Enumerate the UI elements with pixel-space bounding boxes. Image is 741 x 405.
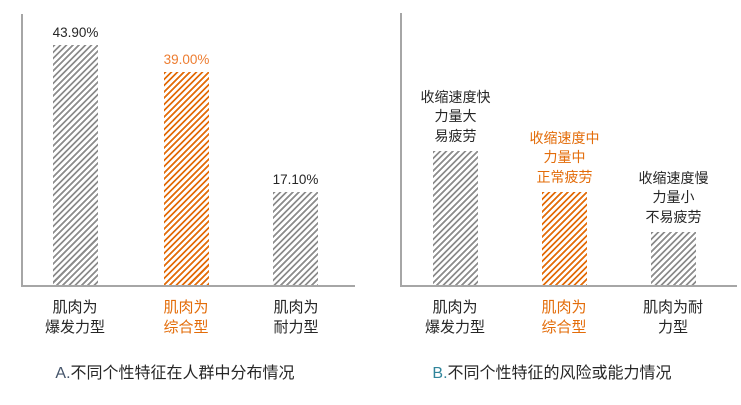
chart-b-annotation-combined: 收缩速度中 力量中 正常疲劳 (529, 129, 600, 185)
chart-a-x-axis (21, 285, 355, 287)
chart-a-bar-group-combined: 39.00% (164, 52, 209, 285)
chart-b-y-axis (400, 13, 402, 286)
chart-a-value-label-explosive: 43.90% (52, 25, 99, 40)
chart-b-bar-endurance (651, 232, 696, 285)
chart-a-value-label-endurance: 17.10% (272, 172, 319, 187)
chart-a-bar-group-explosive: 43.90% (53, 25, 98, 285)
chart-b-bar-group-combined: 收缩速度中 力量中 正常疲劳 (530, 129, 600, 285)
chart-b-x-axis (400, 285, 737, 287)
chart-a-value-label-combined: 39.00% (163, 52, 210, 67)
chart-a-caption: A.不同个性特征在人群中分布情况 (25, 364, 325, 384)
chart-a-category-combined: 肌肉为 综合型 (163, 299, 209, 336)
chart-a-caption-text: 不同个性特征在人群中分布情况 (70, 365, 295, 382)
chart-b-bar-group-explosive: 收缩速度快 力量大 易疲劳 (421, 88, 491, 285)
chart-b-category-explosive: 肌肉为 爆发力型 (424, 299, 485, 336)
chart-a-category-explosive: 肌肉为 爆发力型 (44, 299, 105, 336)
chart-b-caption: B.不同个性特征的风险或能力情况 (402, 364, 702, 384)
chart-b-annotation-explosive: 收缩速度快 力量大 易疲劳 (420, 88, 491, 144)
chart-a-caption-prefix: A. (55, 365, 71, 382)
chart-a-bar-group-endurance: 17.10% (273, 172, 318, 285)
chart-a-bar-combined (164, 72, 209, 285)
chart-a-bar-endurance (273, 192, 318, 285)
chart-b-category-endurance: 肌肉为耐 力型 (642, 299, 703, 336)
chart-b-bar-group-endurance: 收缩速度慢 力量小 不易疲劳 (639, 169, 709, 285)
chart-b-caption-prefix: B. (432, 365, 448, 382)
chart-b-category-combined: 肌肉为 综合型 (541, 299, 587, 336)
chart-b-caption-text: 不同个性特征的风险或能力情况 (447, 365, 672, 382)
chart-a-y-axis (21, 14, 23, 286)
chart-b-bar-combined (542, 192, 587, 285)
chart-b-annotation-endurance: 收缩速度慢 力量小 不易疲劳 (638, 169, 709, 225)
chart-a-bar-explosive (53, 45, 98, 285)
chart-a-category-endurance: 肌肉为 耐力型 (273, 299, 319, 336)
chart-b-bar-explosive (433, 151, 478, 285)
